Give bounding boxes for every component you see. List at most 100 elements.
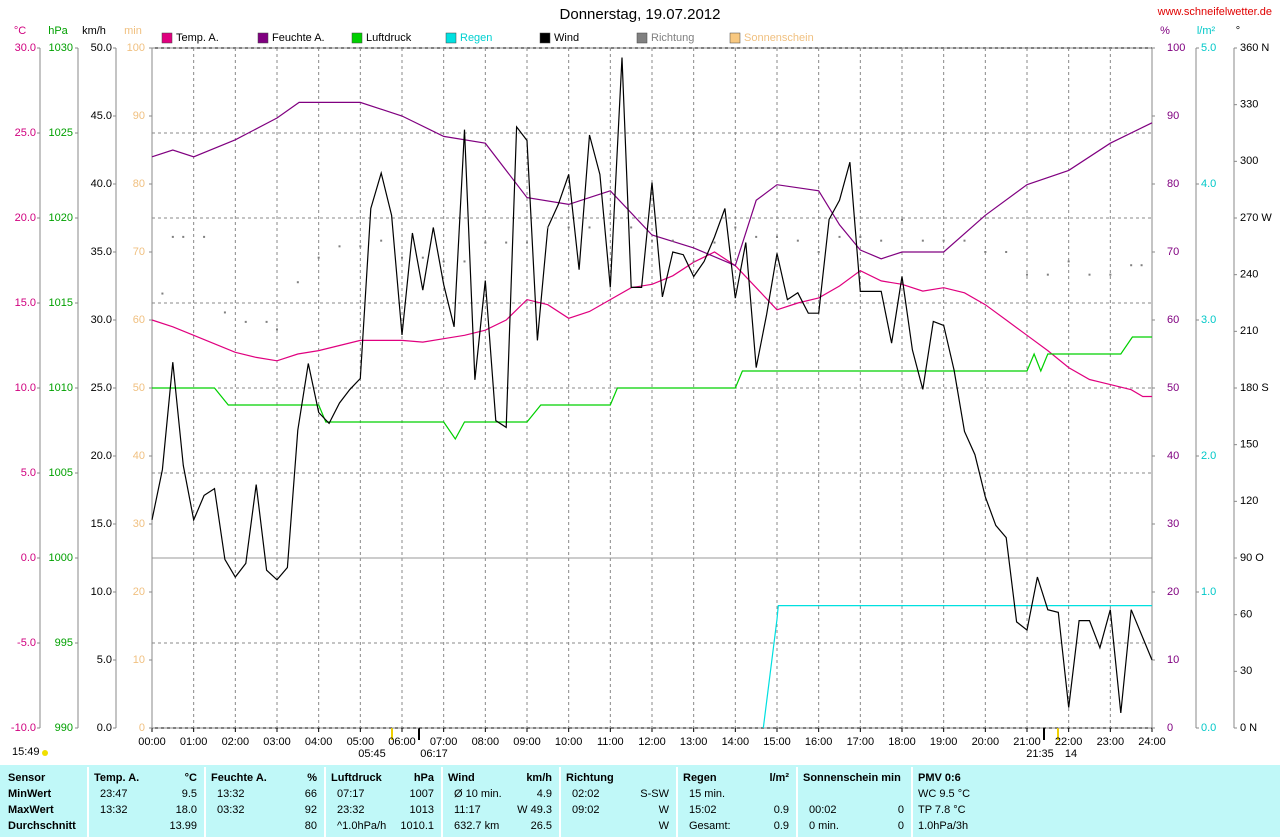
y-tick-label: 0.0 [97, 722, 112, 734]
direction-dot [921, 239, 924, 242]
axis-unit: min [124, 25, 142, 37]
table-cell: 07:17 [337, 788, 365, 800]
y-tick-label: 90 [133, 110, 145, 122]
table-cell: 4.9 [537, 788, 552, 800]
table-cell: 13:32 [100, 804, 128, 816]
table-cell: 26.5 [531, 820, 552, 832]
y-tick-label: 0 [139, 722, 145, 734]
table-cell: 23:32 [337, 804, 365, 816]
y-tick-label: 90 O [1240, 552, 1264, 564]
table-unit: hPa [414, 772, 435, 784]
table-cell: 13:32 [217, 788, 245, 800]
direction-dot [276, 328, 278, 331]
series-line [151, 251, 1152, 398]
table-cell: 0 [898, 804, 904, 816]
x-tick-label: 07:00 [430, 736, 458, 748]
y-tick-label: 30 [1167, 518, 1179, 530]
y-tick-label: 4.0 [1201, 178, 1216, 190]
sun-icon [42, 750, 48, 756]
direction-dot [442, 260, 445, 263]
x-tick-label: 21:00 [1013, 736, 1041, 748]
legend-swatch [257, 32, 269, 44]
table-cell: Ø 10 min. [454, 788, 502, 800]
legend-label: Temp. A. [176, 32, 219, 44]
table-cell: Gesamt: [689, 820, 731, 832]
x-tick-label: 12:00 [638, 736, 666, 748]
y-tick-label: 80 [1167, 178, 1179, 190]
table-unit: km/h [526, 772, 552, 784]
legend-label: Sonnenschein [744, 32, 814, 44]
y-tick-label: 1020 [49, 212, 73, 224]
y-tick-label: 995 [55, 637, 73, 649]
direction-dot [171, 235, 174, 238]
table-cell: 9.5 [182, 788, 197, 800]
direction-dot [692, 260, 695, 263]
x-tick-label: 04:00 [305, 736, 333, 748]
y-tick-label: 990 [55, 722, 73, 734]
x-tick-label: 03:00 [263, 736, 291, 748]
y-tick-label: 25.0 [15, 127, 36, 139]
table-cell: 1.0hPa/3h [918, 820, 968, 832]
table-cell: ^1.0hPa/h [337, 820, 386, 832]
x-tick-label: 24:00 [1138, 736, 1166, 748]
table-header: Richtung [566, 772, 614, 784]
direction-dot [609, 213, 612, 216]
table-background [0, 765, 1280, 837]
x-tick-label: 17:00 [847, 736, 875, 748]
direction-dot [671, 239, 674, 242]
direction-dot [817, 251, 820, 253]
direction-dot [630, 226, 633, 229]
legend-label: Wind [554, 32, 579, 44]
legend-swatch [729, 32, 741, 44]
legend-swatch [636, 32, 648, 44]
table-header: Feuchte A. [211, 772, 267, 784]
table-header: Wind [448, 772, 475, 784]
x-tick-label: 22:00 [1055, 736, 1083, 748]
y-tick-label: 15.0 [91, 518, 112, 530]
table-cell: S-SW [640, 788, 669, 800]
table-cell: WC 9.5 °C [918, 788, 970, 800]
y-tick-label: 330 [1240, 99, 1258, 111]
y-tick-label: 40.0 [91, 178, 112, 190]
direction-dot [1005, 251, 1008, 253]
annotation: 21:35 [1026, 748, 1054, 760]
table-header: Luftdruck [331, 772, 383, 784]
direction-dot [244, 320, 247, 323]
y-tick-label: 210 [1240, 325, 1258, 337]
y-tick-label: 70 [1167, 246, 1179, 258]
legend-label: Richtung [651, 32, 694, 44]
x-tick-label: 16:00 [805, 736, 833, 748]
table-unit: l/m² [769, 772, 789, 784]
direction-dot [942, 239, 945, 242]
table-cell: 03:32 [217, 804, 245, 816]
direction-dot [380, 239, 383, 242]
x-tick-label: 05:00 [347, 736, 375, 748]
y-tick-label: 10.0 [91, 586, 112, 598]
table-cell: 13.99 [169, 820, 197, 832]
x-tick-label: 08:00 [472, 736, 500, 748]
table-cell: 00:02 [809, 804, 837, 816]
series-line [152, 336, 1152, 441]
direction-dot [838, 235, 841, 238]
x-tick-label: 06:00 [388, 736, 416, 748]
y-tick-label: 270 W [1240, 212, 1272, 224]
direction-dot [463, 260, 466, 263]
x-tick-label: 14:00 [722, 736, 750, 748]
table-cell: 11:17 [454, 804, 481, 816]
direction-dot [1140, 264, 1143, 267]
y-tick-label: 1.0 [1201, 586, 1216, 598]
table-cell: W [659, 820, 670, 832]
axis-unit: °C [14, 25, 26, 37]
table-cell: 632.7 km [454, 820, 499, 832]
direction-dot [901, 218, 903, 221]
current-time: 15:49 [12, 746, 40, 758]
direction-dot [317, 256, 320, 259]
series-line [151, 57, 1153, 714]
chart-title: Donnerstag, 19.07.2012 [560, 6, 721, 23]
direction-dot [1109, 273, 1112, 276]
y-tick-label: 20 [133, 586, 145, 598]
direction-dot [567, 226, 570, 229]
table-cell: 0 [898, 820, 904, 832]
y-tick-label: 90 [1167, 110, 1179, 122]
